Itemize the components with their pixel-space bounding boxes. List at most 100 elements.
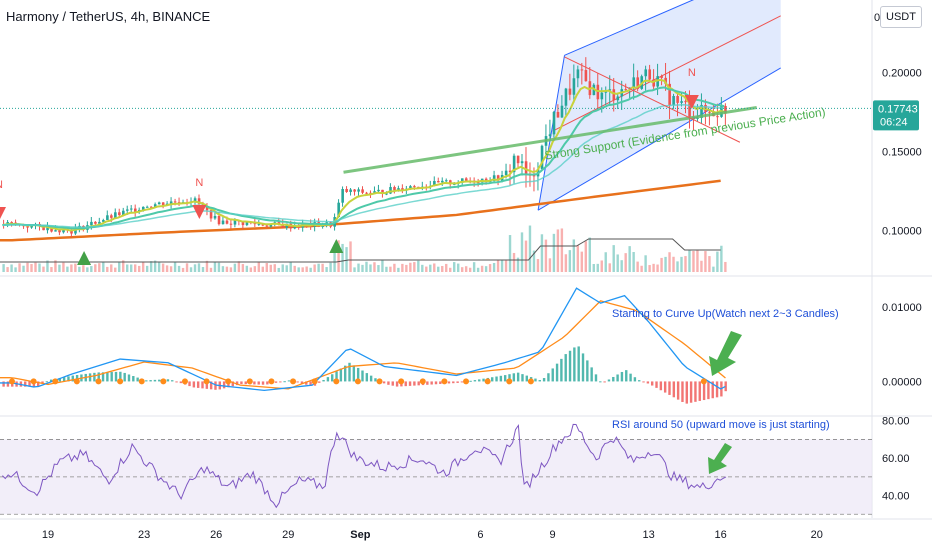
- macd-histogram-bar: [663, 381, 667, 393]
- candle: [257, 223, 261, 225]
- volume-bar: [704, 251, 707, 272]
- macd-histogram-bar: [426, 381, 429, 385]
- macd-histogram-bar: [58, 377, 62, 382]
- candle: [413, 186, 416, 188]
- volume-bar: [433, 263, 436, 272]
- x-tick-label: 9: [549, 529, 555, 541]
- macd-histogram-bar: [75, 374, 79, 382]
- volume-bar: [676, 261, 679, 272]
- rsi-annotation: RSI around 50 (upward move is just start…: [612, 419, 830, 431]
- crossover-dot: [117, 378, 124, 385]
- macd-histogram-bar: [564, 354, 567, 382]
- candle: [58, 230, 61, 233]
- volume-bar: [321, 263, 324, 272]
- candle: [464, 178, 468, 181]
- candle: [616, 96, 620, 101]
- volume-bar: [169, 266, 173, 272]
- crossover-dot: [354, 378, 361, 385]
- candle: [221, 220, 225, 225]
- volume-bar: [397, 267, 400, 272]
- macd-histogram-bar: [123, 372, 126, 382]
- macd-histogram-bar: [689, 381, 693, 403]
- crossover-dot: [73, 378, 80, 385]
- macd-histogram-bar: [525, 375, 529, 382]
- macd-histogram-bar: [391, 381, 394, 386]
- volume-bar: [197, 263, 201, 272]
- volume-bar: [720, 245, 723, 272]
- volume-bar: [508, 235, 512, 272]
- volume-bar: [349, 241, 352, 272]
- volume-bar: [624, 253, 627, 272]
- macd-histogram-bar: [300, 381, 304, 384]
- macd-histogram-bar: [404, 381, 407, 387]
- candle: [205, 206, 209, 211]
- macd-histogram-bar: [110, 372, 113, 382]
- macd-histogram-bar: [452, 381, 455, 384]
- candle: [460, 178, 464, 183]
- candle: [213, 215, 217, 219]
- volume-bar: [42, 266, 45, 272]
- volume-bar: [118, 262, 121, 272]
- volume-bar: [512, 252, 516, 272]
- macd-histogram-bar: [439, 381, 442, 384]
- channel-fill: [538, 0, 781, 211]
- macd-histogram-bar: [114, 371, 118, 382]
- volume-bar: [173, 262, 177, 272]
- volume-bar: [149, 261, 153, 272]
- candle: [397, 188, 400, 191]
- volume-bar: [644, 255, 647, 272]
- volume-bar: [401, 263, 404, 272]
- candle: [708, 111, 711, 113]
- volume-bar: [317, 263, 320, 272]
- macd-histogram-bar: [568, 350, 572, 382]
- volume-bar: [688, 249, 691, 272]
- macd-histogram-bar: [136, 377, 139, 382]
- volume-bar: [209, 267, 213, 272]
- price-pane: Strong Support (Evidence from previous P…: [0, 0, 919, 272]
- volume-bar: [14, 267, 17, 272]
- candle: [130, 208, 133, 210]
- crossover-dot: [95, 378, 102, 385]
- macd-histogram-bar: [201, 381, 204, 389]
- macd-histogram-bar: [283, 381, 286, 383]
- candle: [636, 77, 640, 89]
- macd-histogram-bar: [279, 381, 282, 383]
- volume-bar: [445, 263, 448, 272]
- y-tick-label: 80.00: [882, 416, 910, 428]
- volume-bar: [133, 264, 137, 272]
- macd-histogram-bar: [603, 381, 606, 383]
- macd-histogram-bar: [343, 365, 347, 382]
- volume-bar: [640, 265, 643, 272]
- macd-histogram-bar: [145, 380, 148, 382]
- volume-bar: [608, 263, 611, 272]
- candle: [564, 88, 568, 106]
- volume-bar: [189, 267, 193, 272]
- macd-histogram-bar: [625, 370, 628, 382]
- volume-bar: [82, 265, 85, 272]
- volume-bar: [34, 262, 37, 272]
- candle: [572, 78, 576, 95]
- volume-bar: [165, 265, 169, 272]
- channel-median-line: [552, 15, 781, 132]
- candle: [476, 182, 480, 184]
- candle: [149, 206, 153, 208]
- x-tick-label: 13: [642, 529, 654, 541]
- volume-bar: [297, 267, 300, 272]
- crossover-dot: [52, 378, 59, 385]
- macd-line: [0, 287, 726, 392]
- volume-bar: [592, 263, 595, 272]
- macd-histogram-bar: [296, 381, 299, 383]
- currency-selector[interactable]: USDT: [880, 6, 922, 28]
- candle: [437, 181, 440, 183]
- volume-bar: [213, 262, 217, 272]
- candle: [365, 192, 368, 194]
- macd-histogram-bar: [491, 377, 494, 382]
- macd-histogram-bar: [365, 373, 369, 382]
- macd-histogram-bar: [646, 381, 650, 384]
- volume-bar: [253, 266, 257, 272]
- macd-histogram-bar: [49, 379, 53, 382]
- crossover-dot: [9, 378, 16, 385]
- crossover-dot: [203, 378, 210, 385]
- macd-histogram-bar: [382, 381, 386, 384]
